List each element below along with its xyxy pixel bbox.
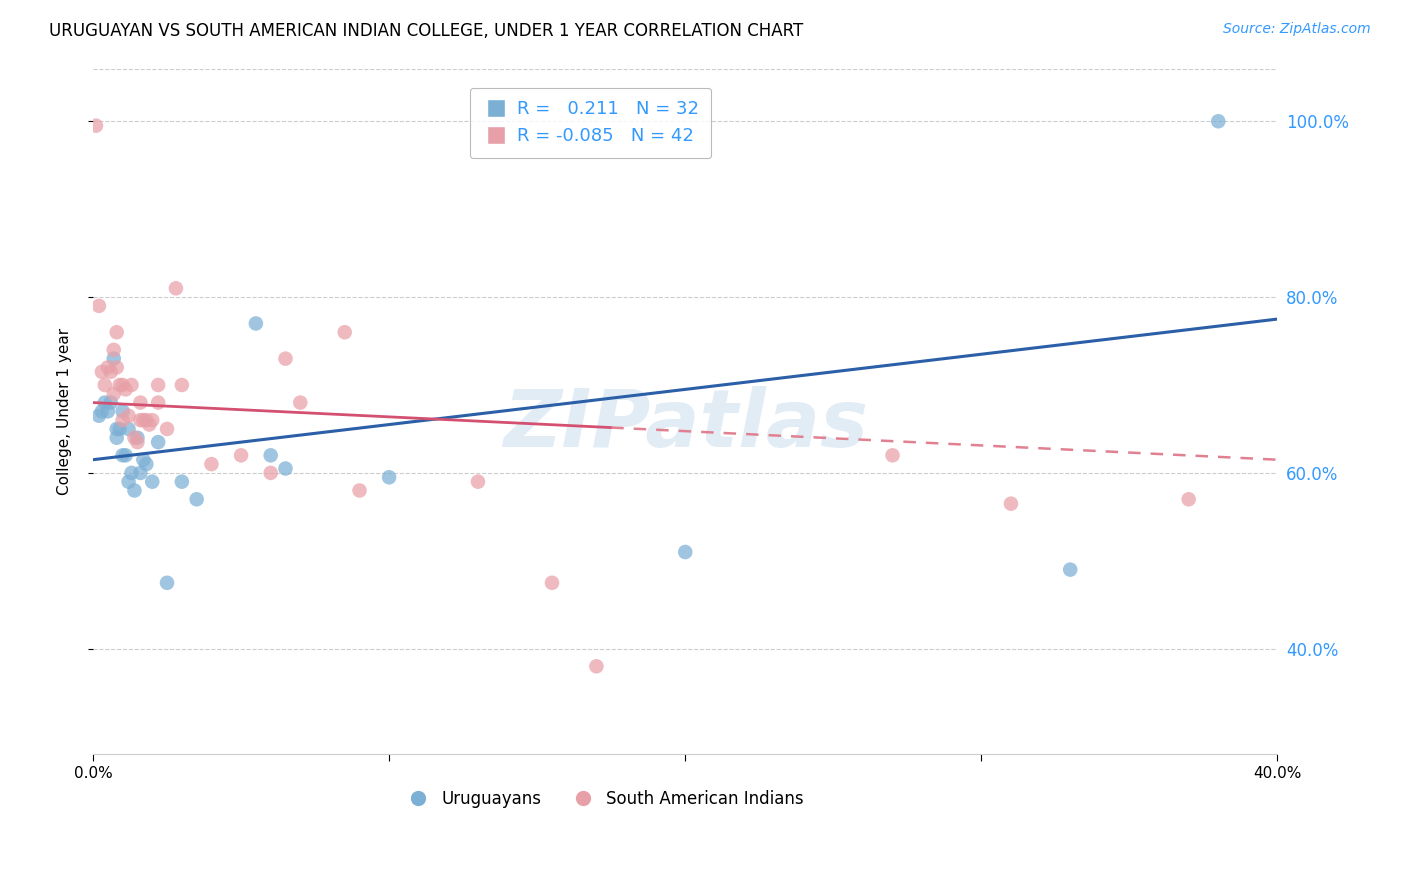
Point: [156, 575, 179, 590]
Point: [882, 448, 904, 462]
Point: [585, 659, 607, 673]
Point: [103, 386, 125, 401]
Point: [111, 378, 134, 392]
Text: Source: ZipAtlas.com: Source: ZipAtlas.com: [1223, 22, 1371, 37]
Point: [129, 466, 152, 480]
Point: [97, 360, 120, 375]
Point: [260, 448, 283, 462]
Point: [146, 395, 169, 409]
Point: [541, 575, 564, 590]
Point: [117, 475, 139, 489]
Point: [111, 448, 134, 462]
Point: [105, 360, 128, 375]
Point: [290, 395, 312, 409]
Point: [124, 483, 146, 498]
Point: [90, 404, 112, 418]
Point: [105, 431, 128, 445]
Point: [121, 378, 143, 392]
Point: [105, 325, 128, 339]
Legend: Uruguayans, South American Indians: Uruguayans, South American Indians: [394, 783, 810, 814]
Y-axis label: College, Under 1 year: College, Under 1 year: [58, 327, 72, 495]
Point: [260, 466, 283, 480]
Point: [1059, 563, 1081, 577]
Point: [103, 343, 125, 357]
Point: [124, 431, 146, 445]
Point: [1000, 497, 1022, 511]
Point: [333, 325, 356, 339]
Point: [87, 409, 110, 423]
Point: [165, 281, 187, 295]
Point: [127, 435, 149, 450]
Point: [135, 457, 157, 471]
Point: [121, 466, 143, 480]
Point: [105, 422, 128, 436]
Point: [100, 365, 122, 379]
Point: [141, 475, 163, 489]
Point: [94, 378, 117, 392]
Point: [111, 404, 134, 418]
Point: [108, 378, 131, 392]
Point: [87, 299, 110, 313]
Point: [84, 119, 107, 133]
Point: [111, 413, 134, 427]
Point: [349, 483, 371, 498]
Text: ZIPatlas: ZIPatlas: [503, 386, 868, 464]
Point: [103, 351, 125, 366]
Point: [245, 317, 267, 331]
Point: [229, 448, 252, 462]
Point: [274, 351, 297, 366]
Point: [1206, 114, 1229, 128]
Point: [146, 378, 169, 392]
Point: [129, 413, 152, 427]
Point: [97, 404, 120, 418]
Point: [114, 448, 136, 462]
Point: [90, 365, 112, 379]
Point: [170, 378, 193, 392]
Point: [138, 417, 160, 432]
Point: [114, 383, 136, 397]
Point: [186, 492, 208, 507]
Point: [378, 470, 401, 484]
Point: [673, 545, 696, 559]
Point: [274, 461, 297, 475]
Point: [1177, 492, 1199, 507]
Point: [117, 422, 139, 436]
Text: URUGUAYAN VS SOUTH AMERICAN INDIAN COLLEGE, UNDER 1 YEAR CORRELATION CHART: URUGUAYAN VS SOUTH AMERICAN INDIAN COLLE…: [49, 22, 803, 40]
Point: [94, 395, 117, 409]
Point: [467, 475, 489, 489]
Point: [108, 422, 131, 436]
Point: [127, 431, 149, 445]
Point: [156, 422, 179, 436]
Point: [141, 413, 163, 427]
Point: [200, 457, 222, 471]
Point: [117, 409, 139, 423]
Point: [170, 475, 193, 489]
Point: [100, 395, 122, 409]
Point: [132, 452, 155, 467]
Point: [135, 413, 157, 427]
Point: [132, 413, 155, 427]
Point: [129, 395, 152, 409]
Point: [146, 435, 169, 450]
